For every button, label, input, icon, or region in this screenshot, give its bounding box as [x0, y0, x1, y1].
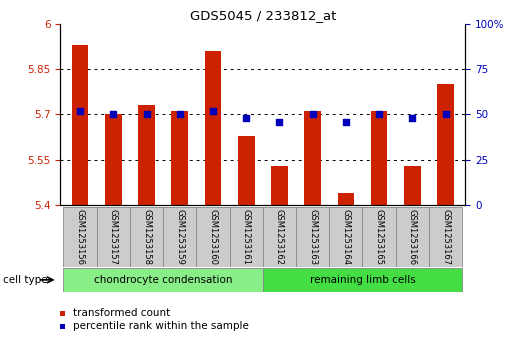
Bar [396, 207, 429, 267]
Text: GSM1253161: GSM1253161 [242, 209, 251, 265]
Bar [337, 193, 354, 205]
Text: GSM1253159: GSM1253159 [175, 209, 184, 265]
Text: GSM1253162: GSM1253162 [275, 209, 284, 265]
Text: chondrocyte condensation: chondrocyte condensation [94, 275, 232, 285]
Text: percentile rank within the sample: percentile rank within the sample [73, 321, 249, 331]
Bar [163, 207, 196, 267]
Bar [263, 268, 462, 292]
Bar [204, 51, 221, 205]
Bar [371, 111, 388, 205]
Text: remaining limb cells: remaining limb cells [310, 275, 415, 285]
Bar [362, 207, 396, 267]
Point [109, 111, 118, 117]
Point [76, 108, 84, 114]
Text: GSM1253158: GSM1253158 [142, 209, 151, 265]
Bar [263, 207, 296, 267]
Bar [72, 45, 88, 205]
Point [375, 111, 383, 117]
Text: GSM1253165: GSM1253165 [374, 209, 383, 265]
Bar [304, 111, 321, 205]
Point [242, 115, 251, 121]
Text: GSM1253166: GSM1253166 [408, 209, 417, 265]
Bar [63, 207, 97, 267]
Bar [437, 84, 454, 205]
Bar [429, 207, 462, 267]
Bar [63, 268, 263, 292]
Bar [271, 166, 288, 205]
Text: transformed count: transformed count [73, 308, 170, 318]
Bar [138, 105, 155, 205]
Bar [230, 207, 263, 267]
Bar [329, 207, 362, 267]
Text: GSM1253157: GSM1253157 [109, 209, 118, 265]
Bar [296, 207, 329, 267]
Bar [105, 114, 122, 205]
Text: GSM1253163: GSM1253163 [308, 209, 317, 265]
Point [408, 115, 416, 121]
Bar [404, 166, 420, 205]
Point [275, 119, 283, 125]
Bar [196, 207, 230, 267]
Point [441, 111, 450, 117]
Bar [172, 111, 188, 205]
Text: GSM1253164: GSM1253164 [342, 209, 350, 265]
Title: GDS5045 / 233812_at: GDS5045 / 233812_at [190, 9, 336, 23]
Text: GSM1253167: GSM1253167 [441, 209, 450, 265]
Bar [238, 135, 255, 205]
Point [309, 111, 317, 117]
Text: GSM1253156: GSM1253156 [76, 209, 85, 265]
Point [209, 108, 217, 114]
Point [342, 119, 350, 125]
Point [142, 111, 151, 117]
Bar [97, 207, 130, 267]
Bar [130, 207, 163, 267]
Text: cell type: cell type [3, 275, 47, 285]
Point [176, 111, 184, 117]
Text: GSM1253160: GSM1253160 [209, 209, 218, 265]
